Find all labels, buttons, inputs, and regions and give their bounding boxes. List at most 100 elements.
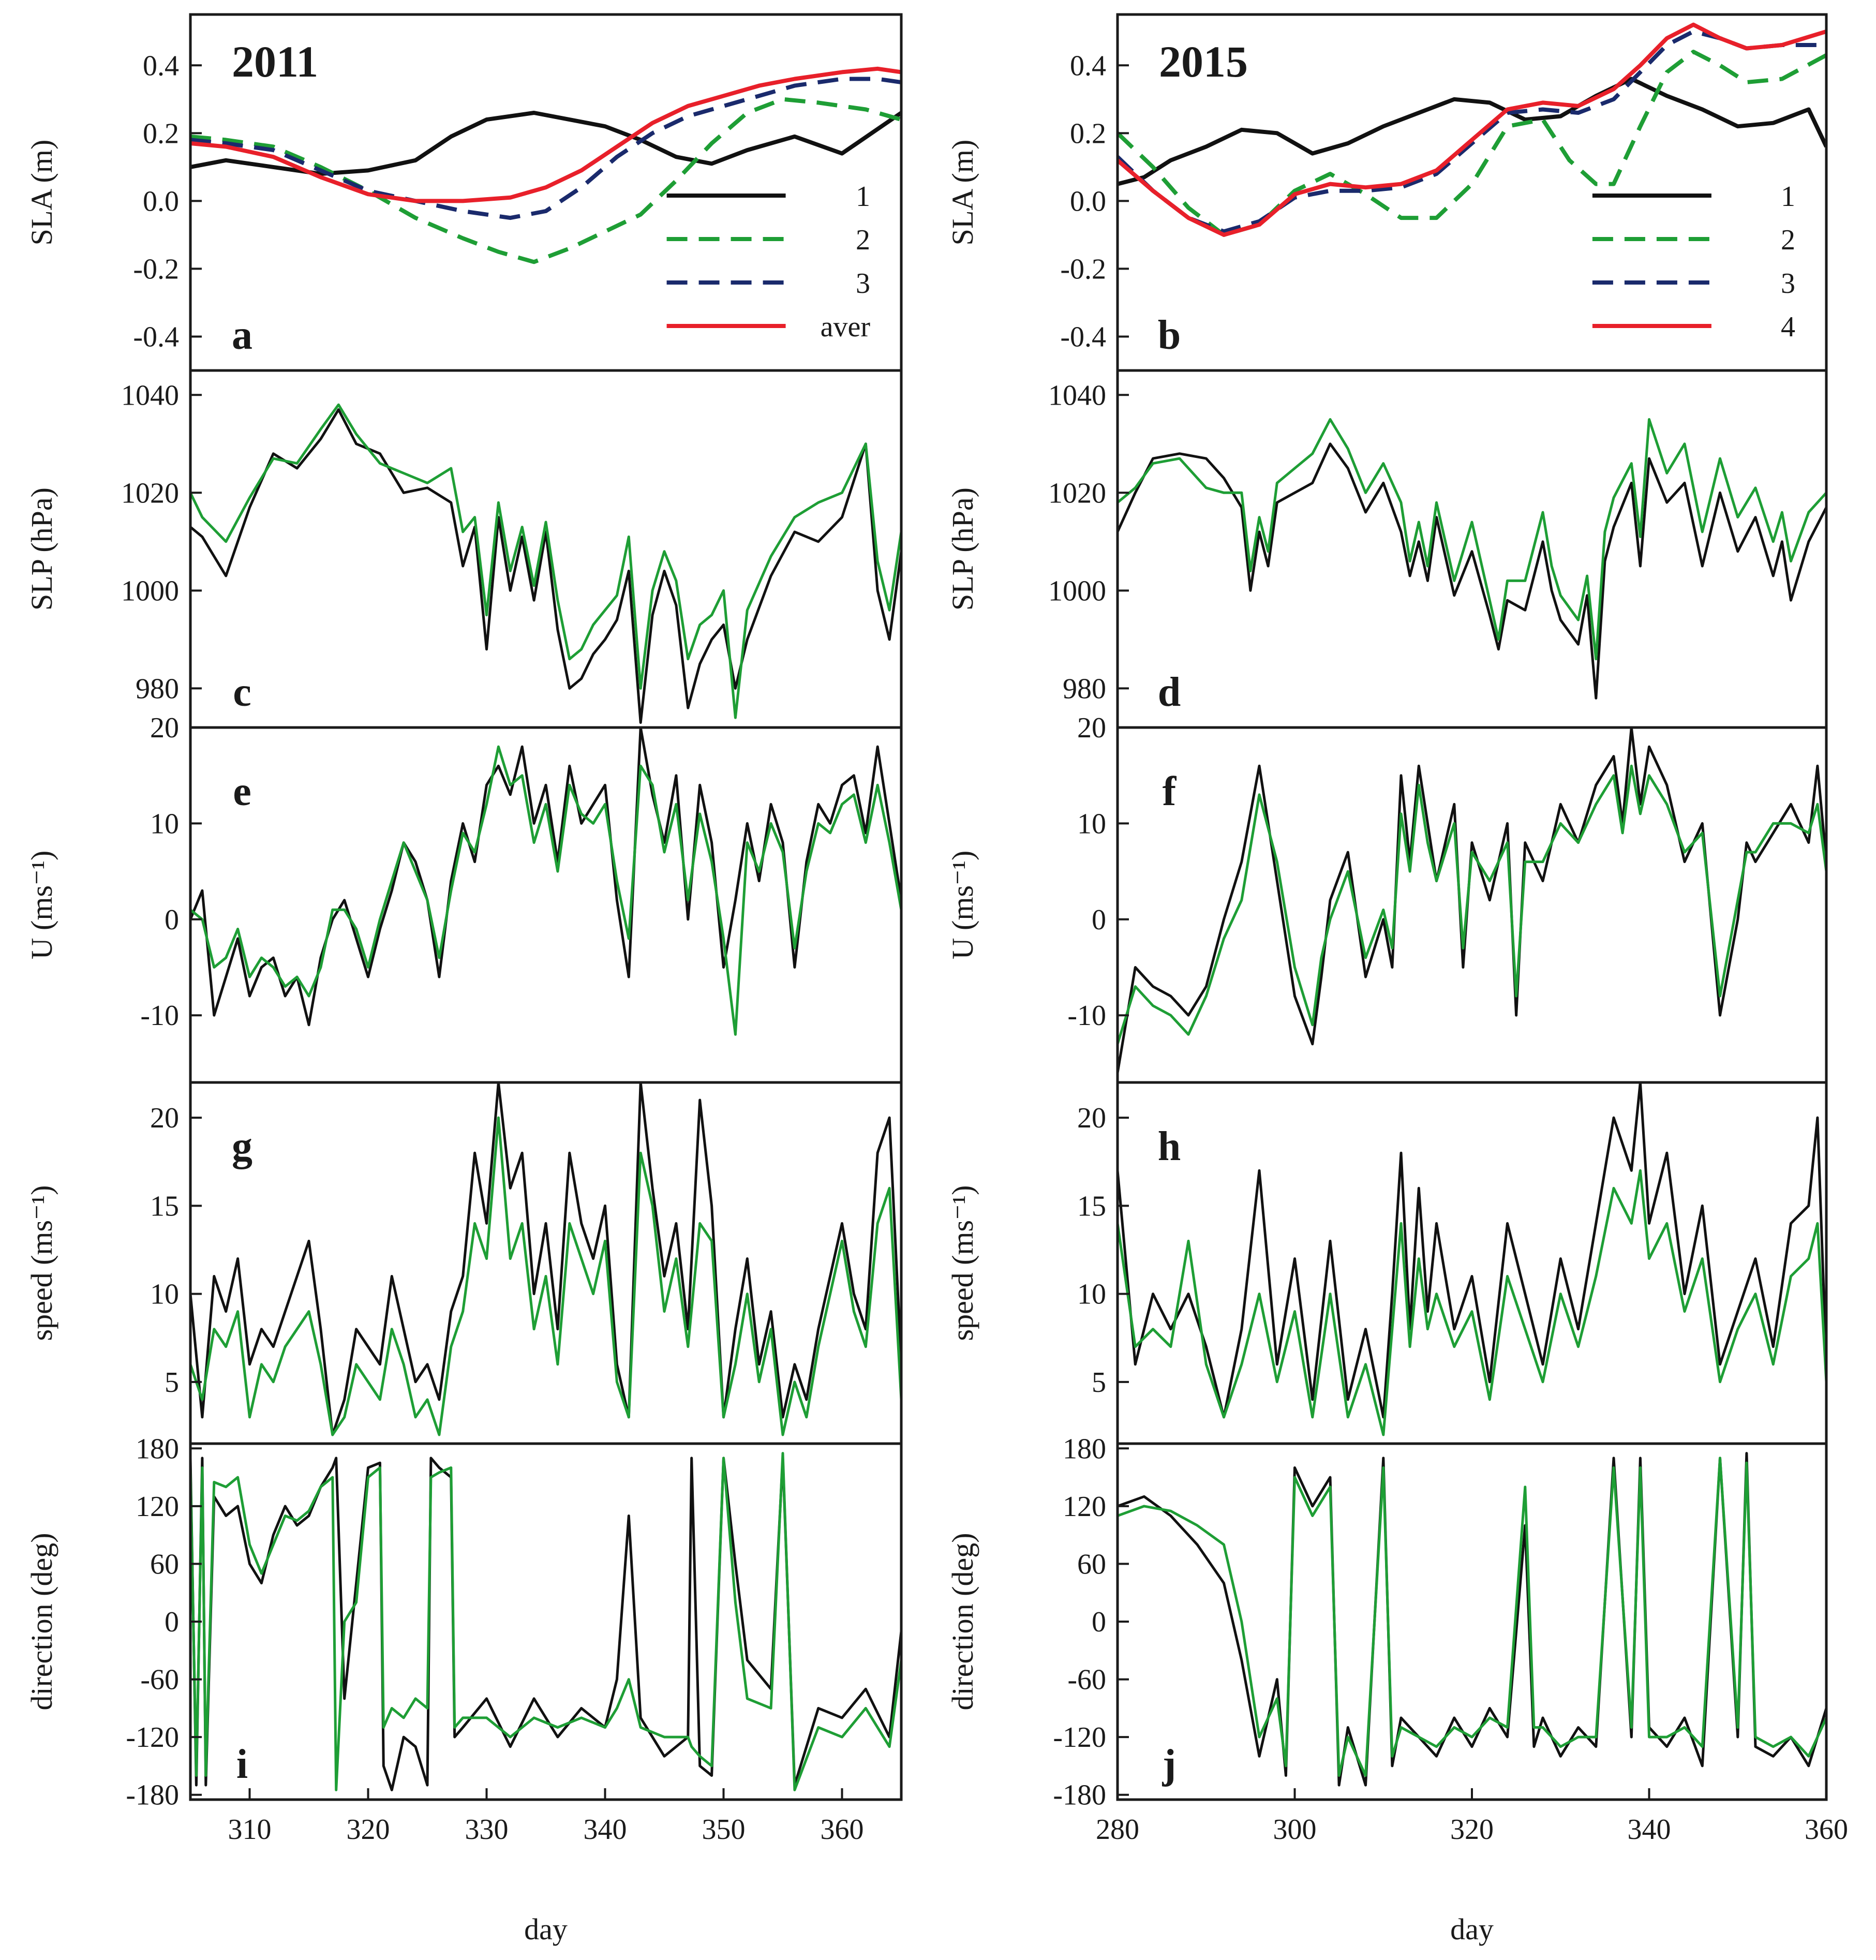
panel-e-y-tick-label-4: -10: [140, 1000, 179, 1032]
panel-h-series-1-line: [1118, 1082, 1826, 1419]
panel-c-series-group: [190, 403, 901, 724]
panel-h-y-axis-title: speed (ms⁻¹): [946, 1185, 979, 1341]
panel-j-wind-direction-2015: 180 120 60 0 -60 -120 -180 direction (deg) j: [946, 1433, 1828, 1811]
panel-b-y-tick-label-1: 0.4: [1070, 50, 1106, 82]
panel-e-y-tick-label-3: 0: [165, 904, 179, 936]
panel-c-y-tick-label-3: 1000: [121, 575, 179, 607]
x-axis-right-tick-label-3: 320: [1450, 1814, 1494, 1846]
panel-c-y-axis-title: SLP (hPa): [25, 487, 58, 611]
x-axis-left-tick-label-1: 310: [228, 1814, 272, 1846]
panel-b-y-axis-title: SLA (m): [946, 140, 979, 246]
panel-a-sla-2011: 0.4 0.2 0.0 -0.2 -0.4 SLA (m) a 2011 1 2 3 aver: [25, 13, 903, 372]
panel-d-letter: d: [1158, 670, 1181, 715]
panel-a-y-tick-label-4: -0.2: [133, 253, 179, 285]
panel-a-series-2-line: [190, 97, 901, 264]
x-axis-left-column: 310 320 330 340 350 360: [228, 1788, 864, 1846]
x-axis-title-left: day: [524, 1912, 568, 1946]
panel-f-series-2-line: [1118, 764, 1826, 1045]
panel-b-y-tick-label-4: -0.2: [1060, 253, 1106, 285]
panel-a-letter: a: [232, 313, 252, 358]
panel-f-y-axis-title: U (ms⁻¹): [946, 851, 979, 960]
panel-g-y-tick-label-1: 20: [150, 1102, 179, 1134]
panel-d-y-tick-label-3: 1000: [1048, 575, 1106, 607]
panel-f-y-tick-label-4: -10: [1067, 1000, 1106, 1032]
x-axis-right-tick-label-1: 280: [1096, 1814, 1139, 1846]
panel-e-series-2-line: [190, 745, 901, 1036]
x-axis-left-tick-label-4: 340: [584, 1814, 627, 1846]
panel-d-series-2-line: [1118, 418, 1826, 661]
panel-j-y-axis-title: direction (deg): [946, 1533, 979, 1710]
panel-h-letter: h: [1158, 1124, 1181, 1169]
panel-h-y-tick-label-1: 20: [1077, 1102, 1106, 1134]
panel-h-series-2-line: [1118, 1169, 1826, 1436]
panel-b-series-1-line: [1118, 77, 1826, 186]
x-axis-left-tick-label-5: 350: [702, 1814, 746, 1846]
panel-i-y-tick-label-4: 0: [165, 1606, 179, 1638]
panel-i-series-group: [190, 1452, 901, 1791]
panel-g-y-tick-label-3: 10: [150, 1279, 179, 1311]
panel-b-series-4-line: [1118, 22, 1826, 237]
panel-a-year-label: 2011: [232, 37, 318, 86]
panel-a-series-3-line: [190, 77, 901, 220]
panel-d-y-tick-label-2: 1020: [1048, 477, 1106, 509]
panel-j-y-tick-label-6: -120: [1053, 1721, 1106, 1754]
panel-b-legend-label-4: 4: [1781, 311, 1795, 343]
panel-a-series-4-line: [190, 66, 901, 203]
panel-e-y-tick-label-1: 20: [150, 712, 179, 744]
panel-c-series-2-line: [190, 403, 901, 719]
panel-i-series-2-line: [190, 1452, 901, 1791]
panel-g-series-group: [190, 1082, 901, 1436]
panel-e-series-1-line: [190, 727, 901, 1027]
panel-i-y-tick-label-3: 60: [150, 1548, 179, 1580]
panel-b-year-label: 2015: [1159, 37, 1248, 86]
panel-d-slp-2015: 1040 1020 1000 980 SLP (hPa) d: [946, 369, 1828, 729]
x-axis-title-right: day: [1450, 1912, 1494, 1946]
panel-a-legend-label-4: aver: [821, 311, 871, 343]
panel-h-wind-speed-2015: 20 15 10 5 speed (ms⁻¹) h: [946, 1081, 1828, 1445]
x-axis-right-tick-label-2: 300: [1273, 1814, 1317, 1846]
panel-e-y-tick-label-2: 10: [150, 808, 179, 840]
panel-j-y-tick-label-2: 120: [1063, 1491, 1106, 1523]
panel-i-wind-direction-2011: 180 120 60 0 -60 -120 -180 direction (deg) i: [25, 1433, 903, 1811]
panel-e-u-wind-2011: 20 10 0 -10 U (ms⁻¹) e: [25, 712, 903, 1084]
panel-j-series-2-line: [1118, 1457, 1826, 1777]
x-axis-right-tick-label-4: 340: [1628, 1814, 1671, 1846]
panel-i-y-tick-label-7: -180: [126, 1779, 179, 1811]
panel-d-y-tick-label-1: 1040: [1048, 379, 1106, 411]
panel-a-y-tick-label-2: 0.2: [143, 117, 179, 150]
panel-f-y-tick-label-2: 10: [1077, 808, 1106, 840]
panel-j-y-tick-label-1: 180: [1063, 1433, 1106, 1465]
x-axis-left-tick-label-3: 330: [465, 1814, 509, 1846]
panel-a-y-tick-label-3: 0.0: [143, 185, 179, 217]
panel-g-y-tick-label-2: 15: [150, 1190, 179, 1222]
panel-f-y-tick-label-1: 20: [1077, 712, 1106, 744]
panel-b-legend-label-2: 2: [1781, 224, 1795, 256]
panel-a-series-group: [190, 66, 901, 264]
panel-i-y-tick-label-2: 120: [136, 1491, 179, 1523]
panel-b-y-tick-label-2: 0.2: [1070, 117, 1106, 150]
panel-h-y-tick-label-4: 5: [1092, 1367, 1106, 1399]
panel-g-wind-speed-2011: 20 15 10 5 speed (ms⁻¹) g: [25, 1081, 903, 1445]
panel-h-series-group: [1118, 1082, 1826, 1436]
panel-a-y-tick-label-1: 0.4: [143, 50, 179, 82]
panel-a-y-tick-label-5: -0.4: [133, 321, 179, 353]
panel-e-series-group: [190, 727, 901, 1036]
panel-a-legend-label-2: 2: [856, 224, 870, 256]
panel-g-series-1-line: [190, 1082, 901, 1436]
panel-i-letter: i: [236, 1742, 248, 1787]
panel-b-y-tick-label-5: -0.4: [1060, 321, 1106, 353]
panel-i-y-tick-label-1: 180: [136, 1433, 179, 1465]
panel-c-y-tick-label-2: 1020: [121, 477, 179, 509]
panel-b-series-3-line: [1118, 29, 1826, 234]
panel-i-y-axis-title: direction (deg): [25, 1533, 58, 1710]
panel-j-y-tick-label-5: -60: [1067, 1664, 1106, 1696]
panel-c-y-tick-label-4: 980: [136, 673, 179, 705]
panel-e-y-axis-title: U (ms⁻¹): [25, 851, 58, 960]
panel-i-y-tick-label-5: -60: [140, 1664, 179, 1696]
panel-g-series-2-line: [190, 1116, 901, 1436]
panel-a-y-axis-title: SLA (m): [25, 140, 58, 246]
panel-b-legend-label-1: 1: [1781, 181, 1795, 213]
panel-f-series-group: [1118, 727, 1826, 1073]
